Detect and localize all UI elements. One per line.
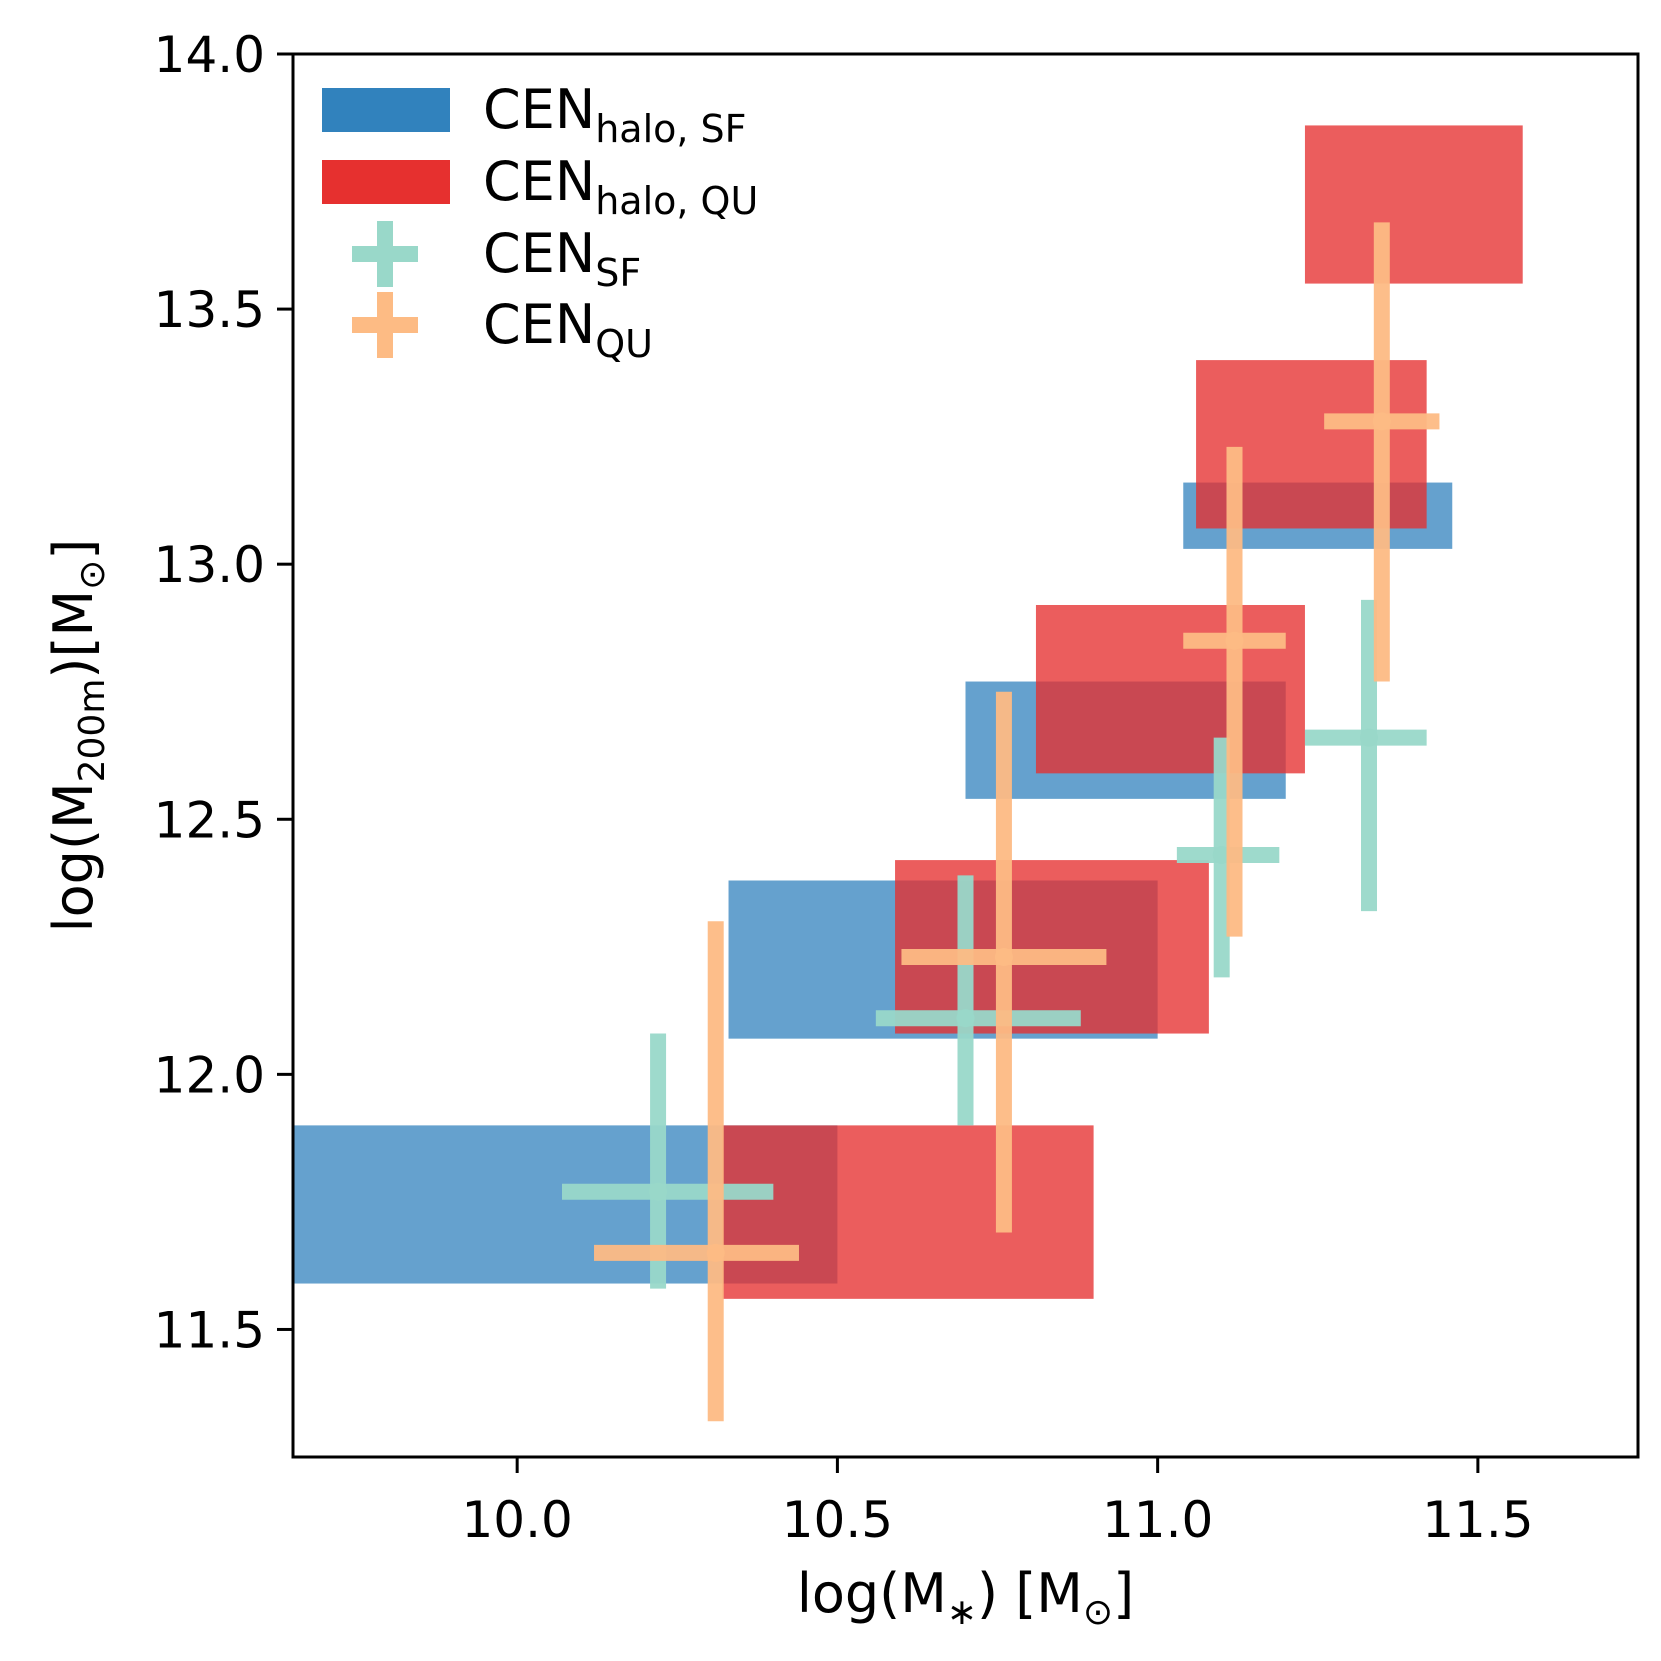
errorbar-point [1304, 599, 1427, 912]
halo-box [895, 860, 1209, 1034]
data-point [1372, 412, 1391, 431]
legend-label: CENhalo, SF [483, 78, 747, 151]
legend-errorbar-icon [352, 292, 418, 358]
legend-item-cen-halo-sf: CENhalo, SF [322, 78, 747, 151]
data-point [706, 1243, 725, 1262]
y-tick-label: 11.5 [154, 1301, 265, 1359]
data-point [1360, 728, 1378, 747]
data-point [649, 1182, 668, 1201]
axes-frame [291, 52, 1640, 1459]
errorbar-point [875, 875, 1081, 1126]
legend-label: CENhalo, QU [483, 150, 758, 223]
errorbar-point [901, 691, 1107, 1233]
x-tick-label: 10.5 [782, 1491, 893, 1549]
x-tick-label: 10.0 [462, 1491, 573, 1549]
halo-box [1035, 604, 1305, 774]
data-point [994, 948, 1013, 967]
legend-item-cen-sf: CENSF [352, 221, 641, 295]
data-point [1212, 845, 1231, 864]
legend-item-cen-qu: CENQU [352, 292, 653, 366]
data-point [1225, 631, 1244, 650]
y-tick-label: 13.0 [154, 536, 265, 594]
errorbar-point [1324, 222, 1440, 682]
legend-swatch [322, 160, 450, 204]
plot-area [293, 125, 1523, 1422]
errorbar-point [594, 921, 799, 1422]
y-tick-label: 14.0 [154, 26, 265, 84]
x-tick-label: 11.5 [1422, 1491, 1533, 1549]
y-tick-label: 12.5 [154, 791, 265, 849]
data-point [956, 1009, 975, 1028]
y-tick-label: 12.0 [154, 1046, 265, 1104]
y-axis: 11.5 12.0 12.5 13.0 13.5 14.0 [154, 26, 293, 1359]
halo-box [1304, 125, 1523, 284]
x-tick-label: 11.0 [1102, 1491, 1213, 1549]
halo-box [722, 1125, 1094, 1299]
legend-errorbar-icon [352, 221, 418, 287]
x-axis-label: log(M∗) [M⊙] [797, 1562, 1134, 1633]
y-tick-label: 13.5 [154, 281, 265, 339]
legend-label: CENQU [483, 293, 653, 366]
y-axis-label: log(M200m)[M⊙] [42, 539, 113, 933]
legend: CENhalo, SF CENhalo, QU CENSF CENQU [322, 78, 758, 366]
x-axis: 10.0 10.5 11.0 11.5 [462, 1457, 1534, 1549]
errorbar-point [1183, 446, 1286, 937]
legend-swatch [322, 88, 450, 132]
legend-label: CENSF [483, 222, 641, 295]
legend-item-cen-halo-qu: CENhalo, QU [322, 150, 758, 223]
